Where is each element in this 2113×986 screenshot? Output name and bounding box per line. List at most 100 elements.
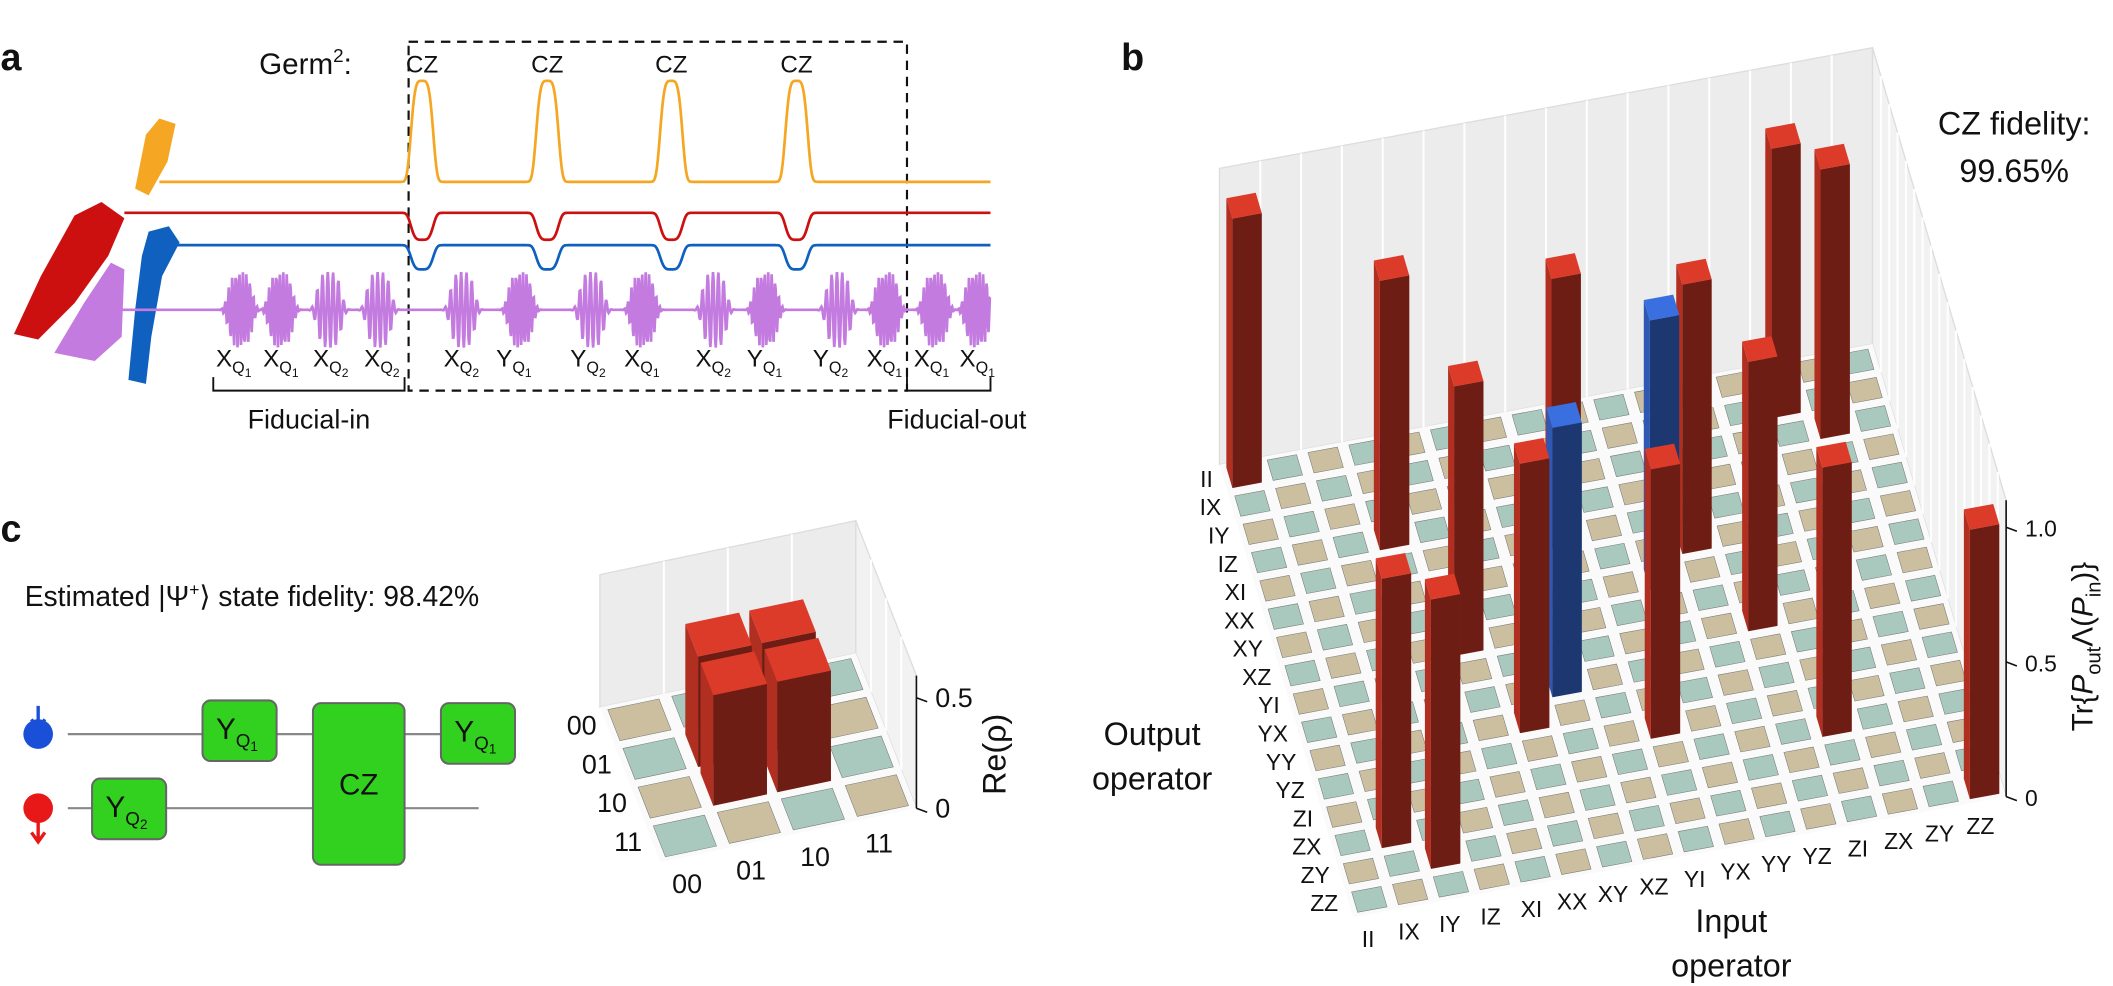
- floor-tile: [1309, 744, 1346, 772]
- floor-tile: [1751, 782, 1788, 809]
- gate-label-part: Q: [763, 359, 776, 377]
- floor-tile: [844, 774, 909, 817]
- floor-tile: [1603, 720, 1640, 747]
- gate-label-part: 2: [342, 366, 349, 380]
- floor-tile: [1848, 674, 1885, 702]
- gate-label-part: Y: [216, 713, 236, 746]
- floor-tile: [1351, 886, 1388, 913]
- spin-down: [23, 793, 53, 824]
- bar-side: [1816, 447, 1823, 737]
- z-axis-title-part: Λ(: [2066, 617, 2099, 647]
- gate-label: XQ1: [914, 345, 950, 380]
- gate-label-part: Q: [236, 730, 251, 751]
- floor-tile: [1457, 806, 1494, 834]
- bar-top: [749, 599, 816, 644]
- z-axis-title-part: P: [2066, 597, 2099, 617]
- floor-tile: [1880, 639, 1918, 666]
- col-label: XZ: [1639, 873, 1668, 899]
- floor-tile: [1628, 805, 1665, 832]
- floor-tile: [1734, 725, 1771, 753]
- gate-label-part: Q: [329, 359, 342, 377]
- floor-tile: [1456, 657, 1493, 685]
- gate-label-part: 2: [841, 366, 848, 380]
- col-label: YI: [1684, 866, 1706, 892]
- row-label: 11: [614, 827, 642, 857]
- gate-label-part: Q: [380, 359, 393, 377]
- gate-label-part: Y: [747, 345, 763, 372]
- col-label: ZI: [1848, 836, 1868, 862]
- bar-shade: [1552, 422, 1582, 698]
- spin-arrow: [30, 814, 47, 845]
- bar-shade: [1513, 443, 1520, 734]
- floor-tile: [1693, 733, 1730, 760]
- bar-shade: [1816, 447, 1823, 737]
- floor-tile: [1773, 420, 1810, 447]
- z-axis-title-part: Tr{: [2066, 694, 2099, 731]
- bar-shade: [1963, 509, 1970, 800]
- floor-tile: [1676, 676, 1713, 704]
- gate-label: XQ1: [624, 345, 660, 380]
- floor-tile: [1538, 791, 1575, 819]
- floor-tile: [1595, 691, 1632, 719]
- z-tick-label: 0: [2025, 785, 2038, 811]
- bar-shade: [1379, 275, 1410, 551]
- floor-tile: [622, 737, 687, 780]
- gate-label-part: 2: [472, 366, 479, 380]
- col-label: YY: [1761, 851, 1792, 877]
- gate-label: XQ2: [444, 345, 480, 380]
- gate-label-part: 1: [250, 739, 257, 754]
- bar-shade: [1742, 341, 1749, 632]
- floor-tile: [1276, 631, 1313, 659]
- gate-label-part: X: [624, 345, 640, 372]
- fidelity-value: 99.65%: [1959, 153, 2069, 189]
- floor-tile: [1275, 482, 1312, 510]
- z-axis-title-part: )}: [2066, 562, 2099, 582]
- floor-tile: [1497, 799, 1534, 826]
- floor-tile: [1914, 752, 1951, 779]
- floor-tile: [1333, 680, 1370, 708]
- bar-side: [700, 662, 714, 806]
- floor-tile: [1547, 820, 1584, 847]
- floor-tile: [1342, 857, 1380, 885]
- gate-label-part: Q: [829, 359, 842, 377]
- gate-label: XQ1: [216, 345, 252, 380]
- z-axis-title-part: P: [2066, 675, 2099, 695]
- gate-label-part: Y: [454, 716, 474, 749]
- floor-tile: [652, 814, 717, 858]
- spin-arrow: [30, 705, 47, 732]
- col-label: ZY: [1925, 821, 1954, 847]
- gate-label: YQ2: [106, 791, 148, 832]
- bar-top: [1676, 258, 1712, 285]
- gate-label-part: X: [263, 345, 279, 372]
- gate-label-part: 1: [942, 366, 949, 380]
- fidelity-text-part: Estimated |Ψ: [25, 580, 190, 612]
- pulse-label: CZ: [531, 52, 564, 79]
- row-label: YZ: [1276, 777, 1305, 803]
- floor-tile: [1506, 827, 1543, 855]
- germ-title-part: Germ: [259, 48, 333, 81]
- bar-top: [1814, 143, 1850, 170]
- col-label: 11: [865, 829, 893, 859]
- bar-side: [685, 623, 699, 767]
- floor-tile: [829, 735, 894, 779]
- z-axis-title: Re(ρ): [976, 714, 1012, 795]
- col-label: ZZ: [1966, 813, 1994, 839]
- floor-tile: [1267, 603, 1304, 630]
- floor-tile: [1847, 525, 1884, 553]
- row-label: XY: [1232, 636, 1263, 662]
- gate-label-part: X: [216, 345, 232, 372]
- gate-label: XQ2: [696, 345, 732, 380]
- floor-tile: [1571, 756, 1608, 783]
- floor-tile: [1692, 584, 1729, 611]
- floor-tile: [1726, 697, 1763, 725]
- floor-tile: [1514, 856, 1551, 883]
- floor-tile: [1620, 776, 1657, 804]
- fidelity-text-part: +: [189, 579, 199, 599]
- floor-tile: [1283, 510, 1320, 538]
- gate-label-part: Q: [976, 359, 989, 377]
- floor-tile: [1530, 763, 1567, 791]
- floor-tile: [1307, 446, 1344, 474]
- floor-tile: [1758, 661, 1795, 689]
- floor-tile: [1800, 803, 1837, 830]
- fidelity-text-part: ⟩ state fidelity: 98.42%: [199, 580, 479, 612]
